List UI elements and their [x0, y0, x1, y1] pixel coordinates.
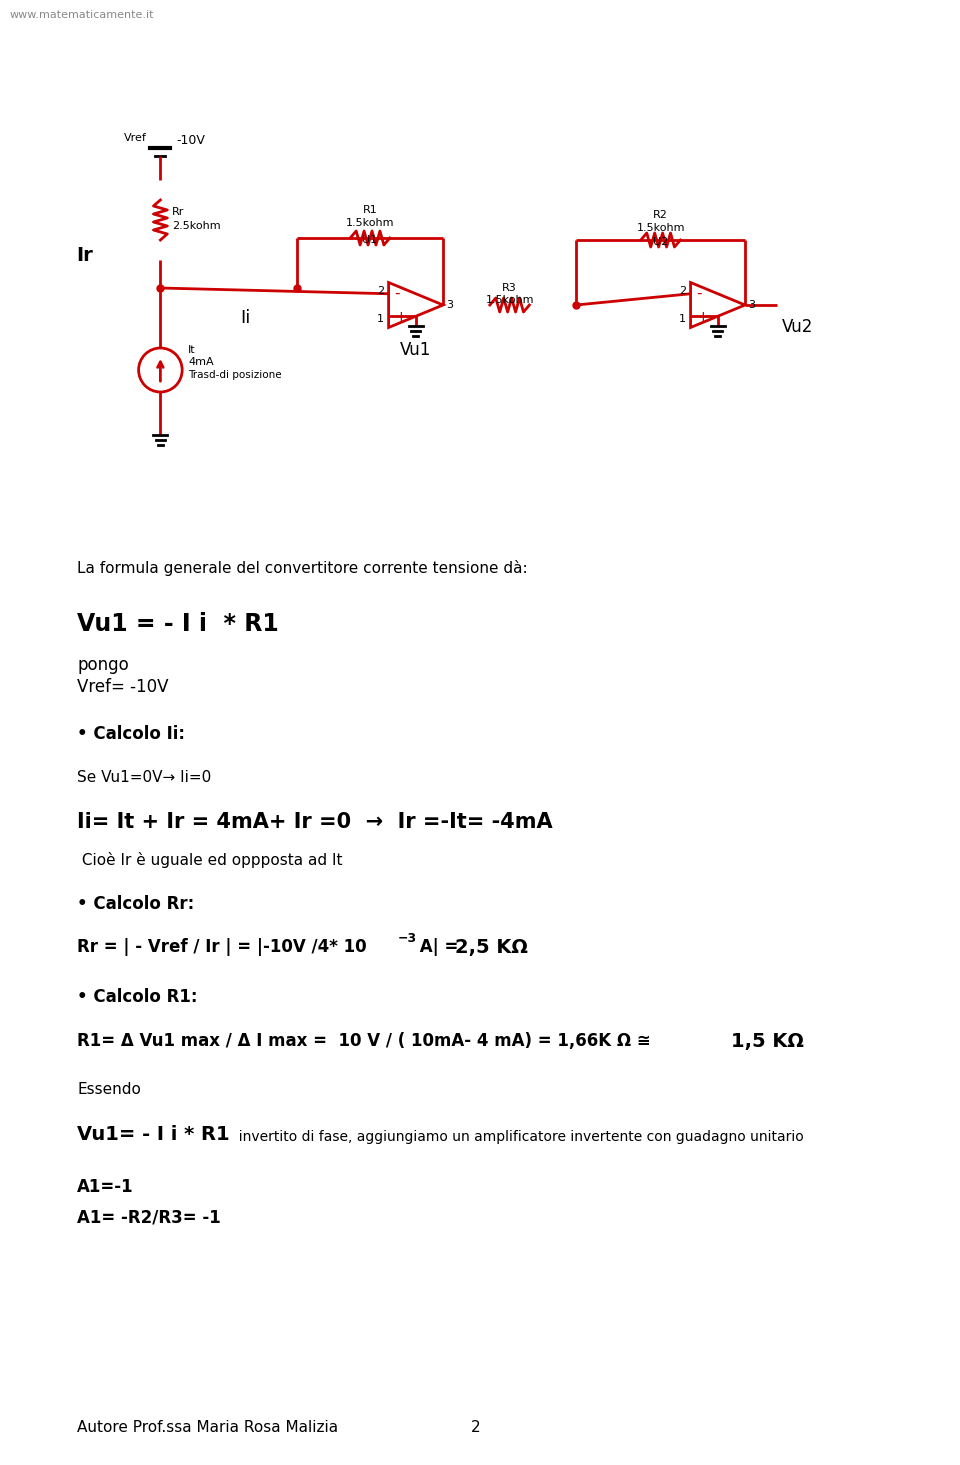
Text: 1.5kohm: 1.5kohm — [636, 223, 684, 233]
Text: • Calcolo Ii:: • Calcolo Ii: — [77, 725, 185, 743]
Text: -: - — [395, 286, 400, 300]
Text: 1.5kohm: 1.5kohm — [346, 218, 395, 229]
Text: U1: U1 — [363, 234, 377, 245]
Text: Essendo: Essendo — [77, 1083, 141, 1097]
Text: Trasd-di posizione: Trasd-di posizione — [188, 371, 281, 379]
Text: Vref= -10V: Vref= -10V — [77, 678, 169, 696]
Text: Cioè Ir è uguale ed oppposta ad It: Cioè Ir è uguale ed oppposta ad It — [77, 853, 343, 867]
Text: Ir: Ir — [76, 246, 92, 265]
Text: R2: R2 — [653, 209, 668, 220]
Text: Rr = | - Vref / Ir | = |-10V /4* 10: Rr = | - Vref / Ir | = |-10V /4* 10 — [77, 938, 367, 957]
Text: It: It — [188, 344, 196, 355]
Text: invertito di fase, aggiungiamo un amplificatore invertente con guadagno unitario: invertito di fase, aggiungiamo un amplif… — [229, 1130, 804, 1144]
Text: R3: R3 — [502, 283, 517, 293]
Text: U2: U2 — [653, 237, 668, 248]
Text: • Calcolo Rr:: • Calcolo Rr: — [77, 895, 195, 913]
Text: Vu1 = - I i  * R1: Vu1 = - I i * R1 — [77, 612, 279, 636]
Text: R1= Δ Vu1 max / Δ I max =  10 V / ( 10mA- 4 mA) = 1,66K Ω ≅: R1= Δ Vu1 max / Δ I max = 10 V / ( 10mA-… — [77, 1031, 657, 1050]
Text: pongo: pongo — [77, 656, 129, 674]
Text: Vu1: Vu1 — [400, 340, 431, 359]
Text: -: - — [697, 286, 702, 300]
Text: 2: 2 — [470, 1420, 480, 1436]
Text: 1: 1 — [679, 314, 686, 324]
Text: A1= -R2/R3= -1: A1= -R2/R3= -1 — [77, 1209, 221, 1226]
Text: -10V: -10V — [177, 133, 205, 146]
Text: 2,5 KΩ: 2,5 KΩ — [455, 938, 528, 957]
Text: +: + — [697, 309, 709, 325]
Text: 3: 3 — [446, 300, 453, 311]
Text: www.matematicamente.it: www.matematicamente.it — [10, 10, 155, 21]
Text: Ii: Ii — [240, 309, 251, 327]
Text: Vref: Vref — [124, 133, 147, 144]
Text: Vu1= - I i * R1: Vu1= - I i * R1 — [77, 1125, 229, 1144]
Text: La formula generale del convertitore corrente tensione dà:: La formula generale del convertitore cor… — [77, 560, 528, 576]
Text: A1=-1: A1=-1 — [77, 1178, 133, 1195]
Text: 2: 2 — [679, 286, 686, 296]
Text: A| =: A| = — [414, 938, 464, 957]
Text: Vu2: Vu2 — [782, 318, 813, 335]
Text: 1.5kohm: 1.5kohm — [486, 294, 534, 305]
Text: Autore Prof.ssa Maria Rosa Malizia: Autore Prof.ssa Maria Rosa Malizia — [77, 1420, 338, 1436]
Text: 1,5 KΩ: 1,5 KΩ — [731, 1031, 804, 1050]
Text: Se Vu1=0V→ Ii=0: Se Vu1=0V→ Ii=0 — [77, 771, 211, 785]
Text: 2.5kohm: 2.5kohm — [172, 221, 221, 231]
Text: +: + — [395, 309, 407, 325]
Text: 3: 3 — [749, 300, 756, 311]
Text: −3: −3 — [398, 932, 418, 945]
Text: • Calcolo R1:: • Calcolo R1: — [77, 987, 198, 1006]
Text: 4mA: 4mA — [188, 357, 214, 368]
Text: Ii= It + Ir = 4mA+ Ir =0  →  Ir =-It= -4mA: Ii= It + Ir = 4mA+ Ir =0 → Ir =-It= -4mA — [77, 812, 553, 832]
Text: 1: 1 — [377, 314, 384, 324]
Text: R1: R1 — [363, 205, 377, 215]
Text: 2: 2 — [377, 286, 384, 296]
Text: Rr: Rr — [172, 207, 184, 217]
